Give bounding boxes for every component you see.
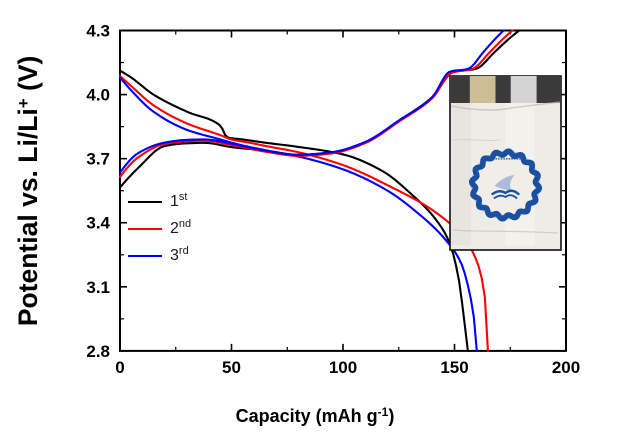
svg-text:3.7: 3.7 (86, 150, 110, 169)
svg-text:50: 50 (222, 358, 241, 377)
svg-text:3.1: 3.1 (86, 278, 110, 297)
svg-text:150: 150 (440, 358, 468, 377)
svg-text:4.0: 4.0 (86, 86, 110, 105)
svg-text:0: 0 (115, 358, 124, 377)
svg-text:200: 200 (552, 358, 580, 377)
svg-text:4.3: 4.3 (86, 22, 110, 41)
svg-text:100: 100 (329, 358, 357, 377)
svg-text:3.4: 3.4 (86, 214, 110, 233)
svg-text:2.8: 2.8 (86, 342, 110, 361)
svg-text:Potential vs. Li/Li+ (V): Potential vs. Li/Li+ (V) (13, 56, 43, 327)
